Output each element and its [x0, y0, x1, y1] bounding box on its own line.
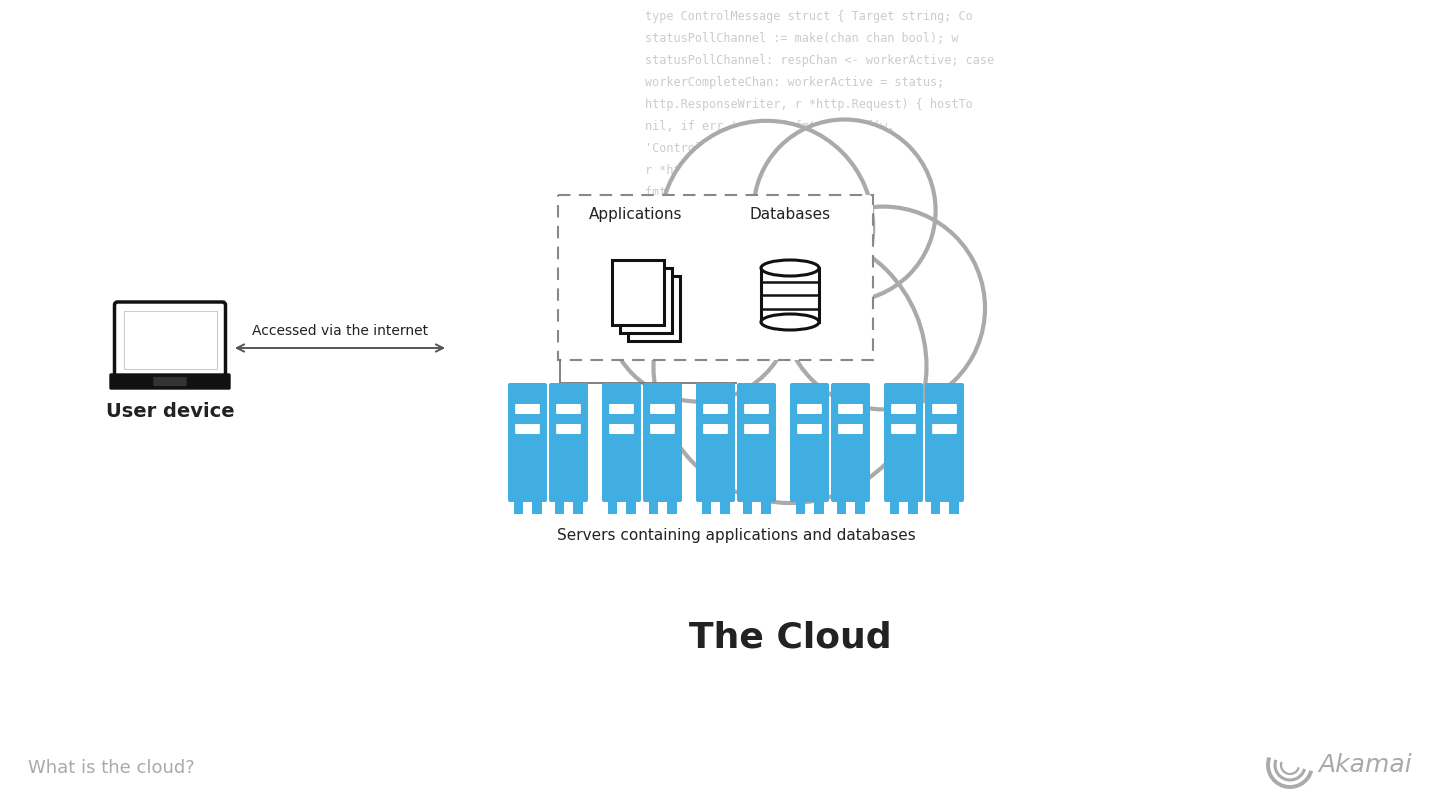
FancyBboxPatch shape — [884, 383, 923, 502]
FancyBboxPatch shape — [609, 424, 634, 434]
Circle shape — [755, 121, 935, 300]
Text: Accessed via the internet: Accessed via the internet — [252, 324, 428, 338]
Text: nil; func admin(: nil; func admin( — [645, 296, 759, 309]
Circle shape — [753, 120, 936, 301]
FancyBboxPatch shape — [791, 383, 829, 502]
Bar — [626, 500, 635, 514]
FancyBboxPatch shape — [153, 377, 187, 386]
FancyBboxPatch shape — [516, 424, 540, 434]
Circle shape — [782, 207, 985, 409]
Bar — [814, 500, 824, 514]
Bar — [720, 500, 730, 514]
FancyBboxPatch shape — [559, 195, 873, 360]
Text: User device: User device — [105, 402, 235, 421]
Text: Databases: Databases — [749, 207, 831, 222]
Bar — [837, 500, 847, 514]
Circle shape — [606, 216, 791, 400]
Bar — [890, 500, 900, 514]
FancyBboxPatch shape — [924, 383, 963, 502]
FancyBboxPatch shape — [508, 383, 547, 502]
FancyBboxPatch shape — [696, 383, 734, 502]
Bar — [907, 500, 917, 514]
Bar — [648, 500, 658, 514]
FancyBboxPatch shape — [549, 383, 588, 502]
Circle shape — [605, 215, 792, 402]
Text: chan bool): workerAct: chan bool): workerAct — [645, 252, 795, 265]
Text: statusPollChannel: respChan <- workerActive; case: statusPollChannel: respChan <- workerAct… — [645, 54, 994, 67]
Bar — [795, 500, 805, 514]
FancyBboxPatch shape — [798, 424, 822, 434]
Bar — [531, 500, 541, 514]
Text: r *http.Request) { reqChan: r *http.Request) { reqChan — [645, 164, 831, 177]
Bar — [628, 276, 680, 341]
Bar — [573, 500, 583, 514]
Text: Servers containing applications and databases: Servers containing applications and data… — [557, 528, 916, 543]
FancyBboxPatch shape — [744, 404, 769, 414]
Bar — [124, 311, 216, 369]
Text: Akamai: Akamai — [1318, 753, 1411, 777]
FancyBboxPatch shape — [737, 383, 776, 502]
Bar — [760, 268, 819, 322]
Bar — [930, 500, 940, 514]
FancyBboxPatch shape — [703, 404, 727, 414]
FancyBboxPatch shape — [831, 383, 870, 502]
Text: type ControlMessage struct { Target string; Co: type ControlMessage struct { Target stri… — [645, 10, 973, 23]
Text: statusPollChannel := make(chan chan bool); w: statusPollChannel := make(chan chan bool… — [645, 32, 959, 45]
Text: count int64: }; func ma: count int64: }; func ma — [645, 230, 809, 243]
Text: ':1337', nil}); };pa: ':1337', nil}); };pa — [645, 208, 788, 221]
Text: nil, if err != nil { fmt.Fprintf(w,: nil, if err != nil { fmt.Fprintf(w, — [645, 120, 894, 133]
Ellipse shape — [760, 260, 819, 276]
Circle shape — [661, 122, 871, 332]
FancyBboxPatch shape — [109, 374, 230, 389]
Bar — [554, 500, 564, 514]
FancyBboxPatch shape — [891, 404, 916, 414]
FancyBboxPatch shape — [609, 404, 634, 414]
Text: fmt.Fpri: fmt.Fpri — [645, 340, 703, 353]
FancyBboxPatch shape — [649, 404, 675, 414]
FancyBboxPatch shape — [932, 424, 956, 434]
FancyBboxPatch shape — [838, 404, 863, 414]
Text: 'Control message issued for Ta: 'Control message issued for Ta — [645, 142, 858, 155]
FancyBboxPatch shape — [644, 383, 683, 502]
Text: What is the cloud?: What is the cloud? — [27, 759, 194, 777]
Text: hostChan,: hostChan, — [645, 318, 708, 331]
Text: http.ResponseWriter, r *http.Request) { hostTo: http.ResponseWriter, r *http.Request) { … — [645, 98, 973, 111]
Bar — [612, 260, 664, 325]
Text: workerCompleteChan: workerActive = status;: workerCompleteChan: workerActive = statu… — [645, 76, 945, 89]
Ellipse shape — [760, 314, 819, 330]
Bar — [514, 500, 523, 514]
Circle shape — [654, 230, 926, 503]
FancyBboxPatch shape — [115, 302, 226, 378]
Bar — [667, 500, 677, 514]
Bar — [621, 268, 672, 333]
FancyBboxPatch shape — [838, 424, 863, 434]
FancyBboxPatch shape — [556, 424, 580, 434]
Circle shape — [655, 232, 924, 501]
Circle shape — [783, 208, 984, 408]
FancyBboxPatch shape — [744, 424, 769, 434]
Bar — [760, 500, 770, 514]
Bar — [949, 500, 959, 514]
FancyBboxPatch shape — [932, 404, 956, 414]
Text: The Cloud: The Cloud — [688, 620, 891, 654]
FancyBboxPatch shape — [556, 404, 580, 414]
FancyBboxPatch shape — [798, 404, 822, 414]
Bar — [855, 500, 864, 514]
Text: case msg :=: case msg := — [645, 274, 723, 287]
FancyBboxPatch shape — [602, 383, 641, 502]
FancyBboxPatch shape — [516, 404, 540, 414]
Text: fmt.Fprintf(w, "ACTIVE": fmt.Fprintf(w, "ACTIVE" — [645, 186, 809, 199]
Bar — [608, 500, 618, 514]
FancyBboxPatch shape — [891, 424, 916, 434]
Bar — [743, 500, 752, 514]
FancyBboxPatch shape — [703, 424, 727, 434]
Circle shape — [660, 121, 873, 334]
Bar — [701, 500, 711, 514]
FancyBboxPatch shape — [649, 424, 675, 434]
Text: Applications: Applications — [589, 207, 683, 222]
